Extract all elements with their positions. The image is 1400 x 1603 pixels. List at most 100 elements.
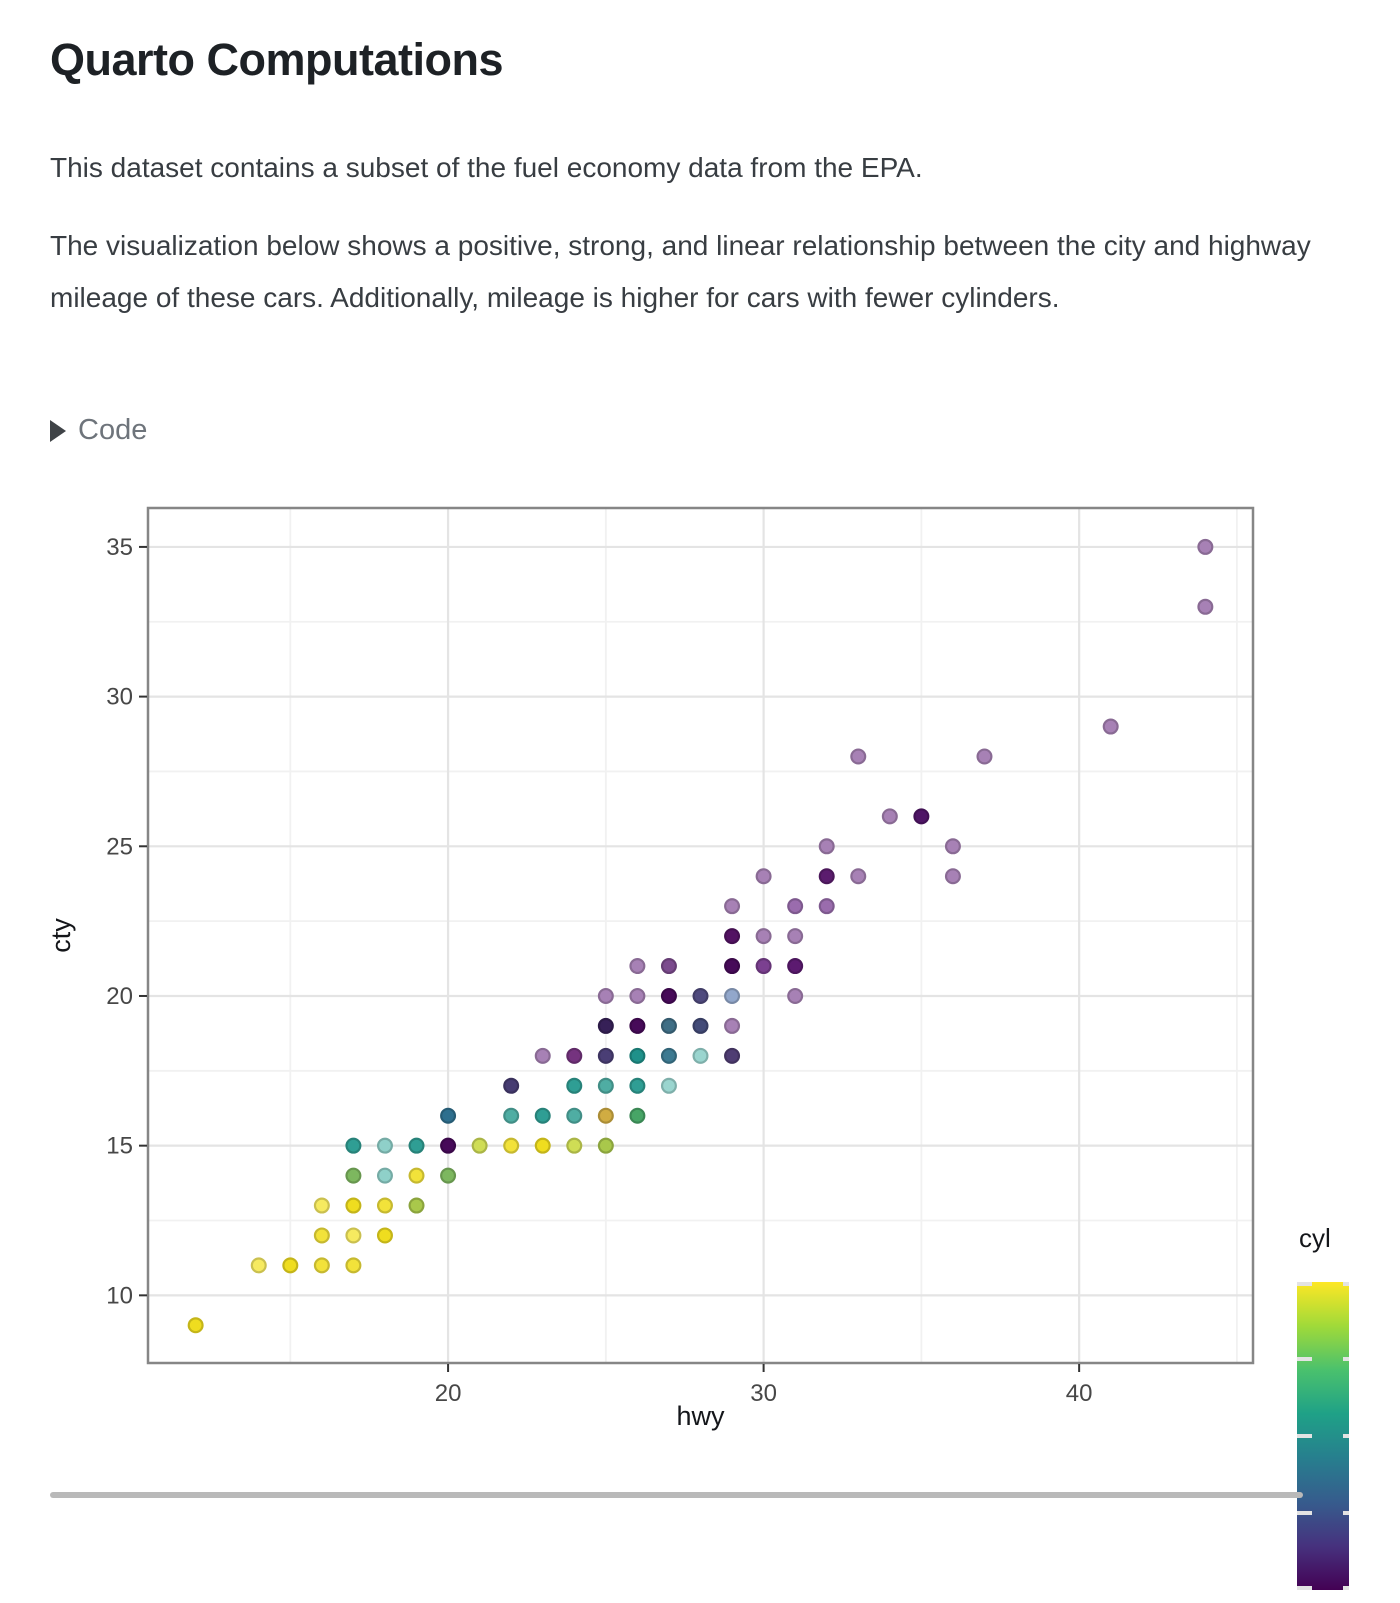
data-point	[313, 1257, 330, 1274]
data-point	[787, 987, 804, 1004]
data-point	[913, 808, 930, 825]
data-point	[566, 1137, 583, 1154]
colorbar-tick	[1297, 1282, 1312, 1286]
data-point	[503, 1077, 520, 1094]
legend-title: cyl	[1299, 1223, 1331, 1253]
data-point	[629, 987, 646, 1004]
data-point	[503, 1107, 520, 1124]
data-point	[818, 868, 835, 885]
data-point	[250, 1257, 267, 1274]
caret-right-icon	[50, 419, 66, 442]
data-point	[660, 1077, 677, 1094]
page-title: Quarto Computations	[50, 34, 503, 85]
data-point	[597, 1107, 614, 1124]
data-point	[471, 1137, 488, 1154]
data-point	[692, 1017, 709, 1034]
data-point	[566, 1077, 583, 1094]
svg-text:25: 25	[106, 833, 133, 860]
data-point	[881, 808, 898, 825]
colorbar-tick	[1343, 1357, 1349, 1361]
data-point	[629, 1077, 646, 1094]
data-point	[408, 1197, 425, 1214]
colorbar-tick	[1297, 1357, 1312, 1361]
colorbar-tick	[1343, 1282, 1349, 1286]
scatter-figure: 20 30 40 10 15 20 25 30 35 hwy cty cyl	[0, 485, 1400, 1590]
data-point	[660, 958, 677, 975]
data-point	[313, 1197, 330, 1214]
data-point	[755, 958, 772, 975]
data-point	[440, 1107, 457, 1124]
data-point	[944, 868, 961, 885]
data-point	[724, 1047, 741, 1064]
data-point	[724, 928, 741, 945]
svg-text:10: 10	[106, 1282, 133, 1309]
data-point	[724, 987, 741, 1004]
data-point	[850, 748, 867, 765]
data-point	[660, 1017, 677, 1034]
svg-text:15: 15	[106, 1133, 133, 1160]
data-point	[629, 1107, 646, 1124]
y-axis-title: cty	[46, 918, 76, 953]
data-point	[408, 1167, 425, 1184]
colorbar-tick	[1297, 1434, 1312, 1438]
data-point	[345, 1227, 362, 1244]
data-point	[629, 1047, 646, 1064]
data-point	[1102, 718, 1119, 735]
data-point	[818, 838, 835, 855]
description-paragraph: The visualization below shows a positive…	[50, 230, 1311, 313]
data-point	[724, 898, 741, 915]
data-point	[755, 928, 772, 945]
colorbar-legend: cyl	[1297, 1223, 1400, 1603]
data-point	[597, 1017, 614, 1034]
code-disclosure-label: Code	[78, 414, 148, 446]
svg-text:30: 30	[750, 1380, 777, 1407]
scatter-plot-canvas: 20 30 40 10 15 20 25 30 35 hwy cty	[46, 506, 1255, 1431]
data-point	[1197, 538, 1214, 555]
svg-text:40: 40	[1066, 1380, 1093, 1407]
data-point	[629, 1017, 646, 1034]
data-point	[345, 1257, 362, 1274]
data-point	[692, 1047, 709, 1064]
intro-paragraph: This dataset contains a subset of the fu…	[50, 152, 923, 183]
data-point	[187, 1317, 204, 1334]
data-point	[629, 958, 646, 975]
code-disclosure[interactable]: Code	[50, 414, 147, 447]
data-point	[376, 1227, 393, 1244]
section-divider	[50, 1492, 1303, 1498]
svg-text:20: 20	[106, 983, 133, 1010]
data-point	[376, 1197, 393, 1214]
data-point	[755, 868, 772, 885]
data-point	[534, 1137, 551, 1154]
colorbar-tick	[1297, 1511, 1312, 1515]
data-point	[282, 1257, 299, 1274]
data-point	[534, 1107, 551, 1124]
data-point	[660, 987, 677, 1004]
x-axis-title: hwy	[676, 1401, 725, 1431]
data-point	[597, 1077, 614, 1094]
data-point	[440, 1167, 457, 1184]
data-point	[376, 1167, 393, 1184]
data-point	[818, 898, 835, 915]
data-point	[345, 1137, 362, 1154]
data-point	[534, 1047, 551, 1064]
data-point	[597, 1047, 614, 1064]
data-point	[1197, 598, 1214, 615]
data-point	[345, 1167, 362, 1184]
data-points	[187, 538, 1214, 1334]
data-point	[787, 958, 804, 975]
colorbar-tick	[1297, 1586, 1312, 1590]
data-point	[976, 748, 993, 765]
data-point	[503, 1137, 520, 1154]
data-point	[724, 1017, 741, 1034]
data-point	[345, 1197, 362, 1214]
colorbar-tick	[1343, 1434, 1349, 1438]
data-point	[313, 1227, 330, 1244]
data-point	[566, 1107, 583, 1124]
data-point	[566, 1047, 583, 1064]
data-point	[944, 838, 961, 855]
colorbar-tick	[1343, 1586, 1349, 1590]
data-point	[440, 1137, 457, 1154]
svg-text:35: 35	[106, 534, 133, 561]
data-point	[850, 868, 867, 885]
svg-text:20: 20	[435, 1380, 462, 1407]
